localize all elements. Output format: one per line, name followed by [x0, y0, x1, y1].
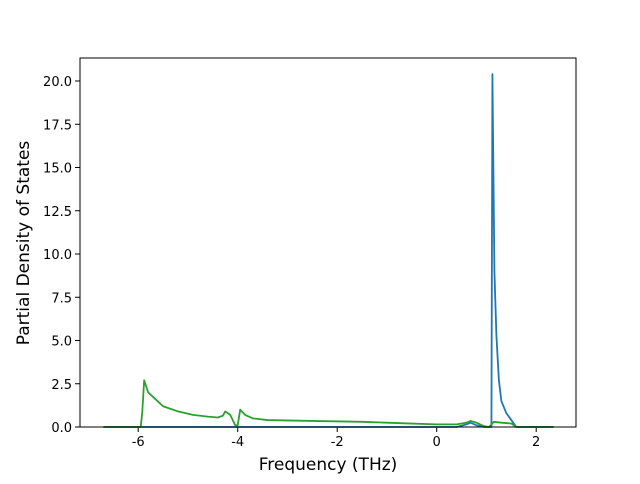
y-tick-label: 5.0 — [51, 335, 72, 350]
x-tick-label: 0 — [433, 435, 441, 450]
x-axis-label: Frequency (THz) — [259, 455, 398, 475]
x-tick-label: 2 — [532, 435, 540, 450]
y-tick-label: 20.0 — [43, 75, 72, 90]
y-tick-label: 15.0 — [43, 162, 72, 177]
series-line — [103, 379, 554, 428]
x-tick-label: -4 — [231, 435, 244, 450]
y-tick-label: 7.5 — [51, 291, 72, 306]
x-tick-label: -2 — [331, 435, 344, 450]
y-tick-label: 0.0 — [51, 421, 72, 436]
y-tick-label: 10.0 — [43, 248, 72, 263]
plot-frame — [79, 57, 577, 428]
series-line — [103, 73, 554, 428]
x-tick-label: -6 — [132, 435, 145, 450]
y-axis-label: Partial Density of States — [14, 141, 34, 346]
y-tick-label: 12.5 — [43, 205, 72, 220]
y-tick-label: 17.5 — [43, 118, 72, 133]
y-tick-label: 2.5 — [51, 378, 72, 393]
